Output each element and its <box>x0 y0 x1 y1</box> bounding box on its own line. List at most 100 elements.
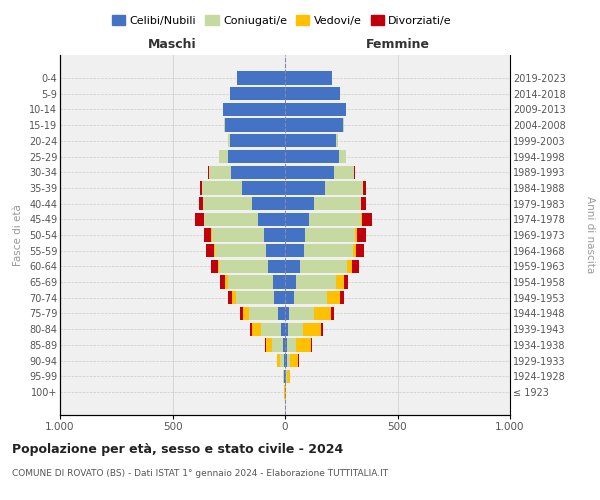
Bar <box>230 134 285 147</box>
Legend: Celibi/Nubili, Coniugati/e, Vedovi/e, Divorziati/e: Celibi/Nubili, Coniugati/e, Vedovi/e, Di… <box>107 10 457 30</box>
Bar <box>285 260 301 273</box>
Bar <box>344 276 349 289</box>
Bar <box>266 338 272 351</box>
Bar <box>277 354 280 367</box>
Bar <box>340 291 344 304</box>
Bar <box>199 197 203 210</box>
Y-axis label: Anni di nascita: Anni di nascita <box>585 196 595 274</box>
Bar <box>242 181 285 194</box>
Bar <box>281 322 285 336</box>
Bar <box>205 212 258 226</box>
Bar <box>211 260 218 273</box>
Bar <box>285 103 346 116</box>
Bar <box>219 260 268 273</box>
Bar <box>285 72 332 85</box>
Bar <box>287 370 290 383</box>
Bar <box>196 212 204 226</box>
Bar <box>230 87 285 101</box>
Bar <box>314 307 331 320</box>
Bar <box>354 166 355 179</box>
Bar <box>357 228 365 241</box>
Bar <box>283 338 285 351</box>
Bar <box>232 291 236 304</box>
Bar <box>347 260 352 273</box>
Bar <box>337 134 338 147</box>
Bar <box>228 291 232 304</box>
Bar <box>252 322 260 336</box>
Text: Femmine: Femmine <box>365 38 430 52</box>
Bar <box>352 260 359 273</box>
Bar <box>331 307 334 320</box>
Bar <box>236 291 274 304</box>
Bar <box>285 370 286 383</box>
Bar <box>250 307 278 320</box>
Bar <box>327 291 340 304</box>
Bar <box>253 197 285 210</box>
Bar <box>224 118 226 132</box>
Bar <box>284 354 285 367</box>
Bar <box>325 181 363 194</box>
Bar <box>355 228 357 241</box>
Bar <box>214 244 215 258</box>
Bar <box>219 150 227 163</box>
Bar <box>272 338 283 351</box>
Bar <box>208 166 209 179</box>
Bar <box>285 228 305 241</box>
Bar <box>296 338 311 351</box>
Bar <box>304 244 353 258</box>
Bar <box>286 370 287 383</box>
Bar <box>272 276 285 289</box>
Bar <box>231 166 285 179</box>
Bar <box>334 166 354 179</box>
Bar <box>228 276 272 289</box>
Bar <box>227 150 285 163</box>
Bar <box>356 244 364 258</box>
Bar <box>287 354 290 367</box>
Bar <box>226 118 285 132</box>
Bar <box>310 212 361 226</box>
Bar <box>263 228 285 241</box>
Bar <box>285 197 314 210</box>
Bar <box>296 276 336 289</box>
Bar <box>204 228 211 241</box>
Bar <box>285 307 289 320</box>
Bar <box>321 322 323 336</box>
Bar <box>285 134 337 147</box>
Bar <box>228 134 230 147</box>
Y-axis label: Fasce di età: Fasce di età <box>13 204 23 266</box>
Bar <box>258 212 285 226</box>
Bar <box>218 260 219 273</box>
Bar <box>336 276 344 289</box>
Bar <box>236 72 285 85</box>
Bar <box>314 197 361 210</box>
Bar <box>285 291 293 304</box>
Bar <box>215 244 266 258</box>
Bar <box>206 244 214 258</box>
Bar <box>266 244 285 258</box>
Bar <box>211 228 212 241</box>
Bar <box>268 260 285 273</box>
Bar <box>301 260 347 273</box>
Bar <box>200 181 202 194</box>
Text: Popolazione per età, sesso e stato civile - 2024: Popolazione per età, sesso e stato civil… <box>12 442 343 456</box>
Bar <box>285 338 287 351</box>
Text: Maschi: Maschi <box>148 38 197 52</box>
Bar <box>285 181 325 194</box>
Bar <box>285 118 343 132</box>
Bar <box>361 197 366 210</box>
Bar <box>243 307 250 320</box>
Bar <box>285 276 296 289</box>
Bar <box>203 197 253 210</box>
Bar <box>240 307 243 320</box>
Bar <box>305 228 355 241</box>
Bar <box>284 370 285 383</box>
Bar <box>288 322 304 336</box>
Bar <box>285 322 288 336</box>
Bar <box>363 181 365 194</box>
Bar <box>265 338 266 351</box>
Text: COMUNE DI ROVATO (BS) - Dati ISTAT 1° gennaio 2024 - Elaborazione TUTTITALIA.IT: COMUNE DI ROVATO (BS) - Dati ISTAT 1° ge… <box>12 468 388 477</box>
Bar <box>285 150 338 163</box>
Bar <box>293 291 327 304</box>
Bar <box>287 338 296 351</box>
Bar <box>283 370 284 383</box>
